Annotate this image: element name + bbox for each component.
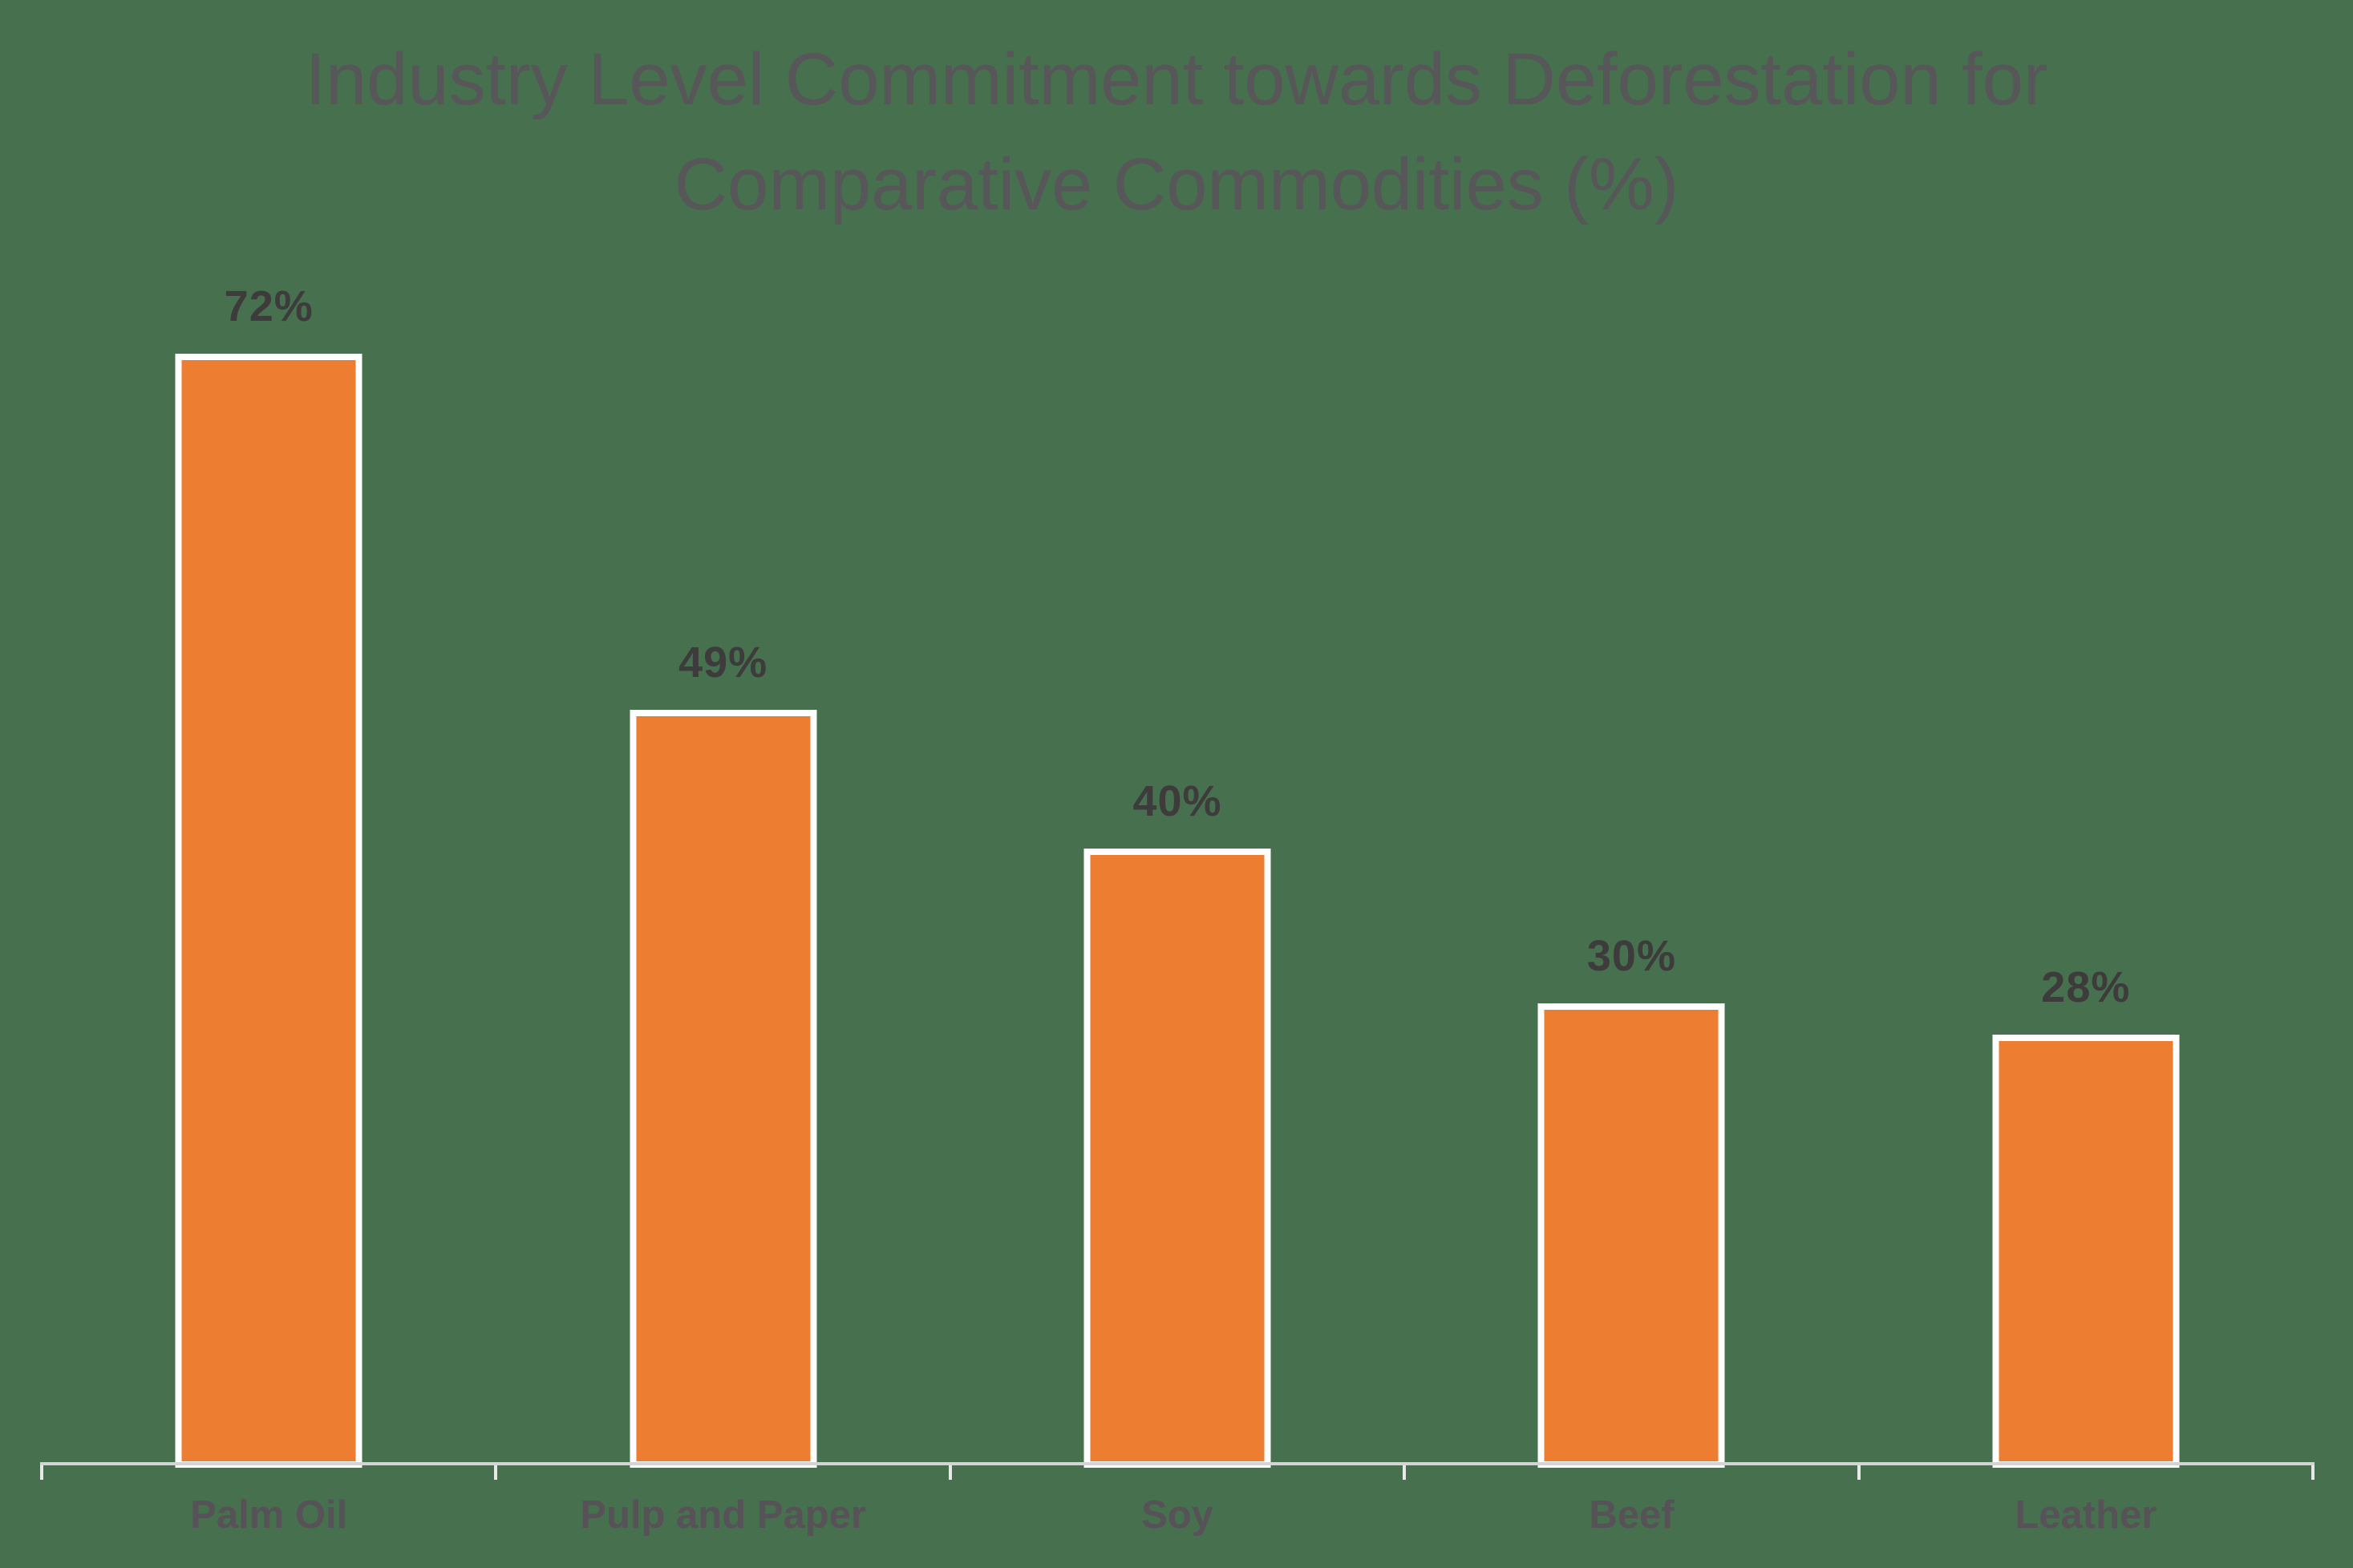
x-axis-label-beef: Beef [1589,1493,1675,1537]
x-axis-tick [1403,1465,1407,1480]
x-axis-label-soy: Soy [1141,1493,1213,1537]
x-axis-tick [494,1465,498,1480]
bar-slot-soy: 40% [950,342,1404,1468]
x-axis-line [40,1462,2315,1465]
bar-beef [1537,1003,1725,1468]
x-axis-tick [40,1465,43,1480]
bar-pulp-and-paper [630,710,817,1468]
x-axis-labels: Palm Oil Pulp and Paper Soy Beef Leather [42,1493,2313,1538]
bar-slot-leather: 28% [1859,342,2313,1468]
x-axis-tick [1857,1465,1861,1480]
plot-area: 72% 49% 40% 30% 28% Palm Oil Pulp and Paper So… [40,282,2315,1537]
x-axis-label-palm-oil: Palm Oil [190,1493,348,1537]
bar-slot-beef: 30% [1404,342,1858,1468]
x-axis-tick [948,1465,952,1480]
bar-soy [1083,849,1271,1468]
bar-value-label-soy: 40% [1132,777,1222,825]
chart-title-line-1: Industry Level Commitment towards Defore… [305,38,2048,120]
bar-value-label-beef: 30% [1586,932,1676,980]
bar-leather [1992,1035,2180,1468]
chart-title: Industry Level Commitment towards Defore… [0,27,2353,237]
x-axis-label-leather: Leather [2015,1493,2157,1537]
bar-slot-palm-oil: 72% [42,282,496,1468]
x-axis-tick [2311,1465,2315,1480]
bars-container: 72% 49% 40% 30% 28% [42,282,2313,1468]
bar-palm-oil [175,354,362,1468]
bar-value-label-palm-oil: 72% [224,282,314,330]
bar-slot-pulp-and-paper: 49% [496,342,950,1468]
bar-value-label-pulp-and-paper: 49% [678,638,768,687]
x-axis-label-pulp-and-paper: Pulp and Paper [580,1493,866,1537]
chart-title-line-2: Comparative Commodities (%) [674,143,1679,225]
bar-value-label-leather: 28% [2041,963,2131,1011]
